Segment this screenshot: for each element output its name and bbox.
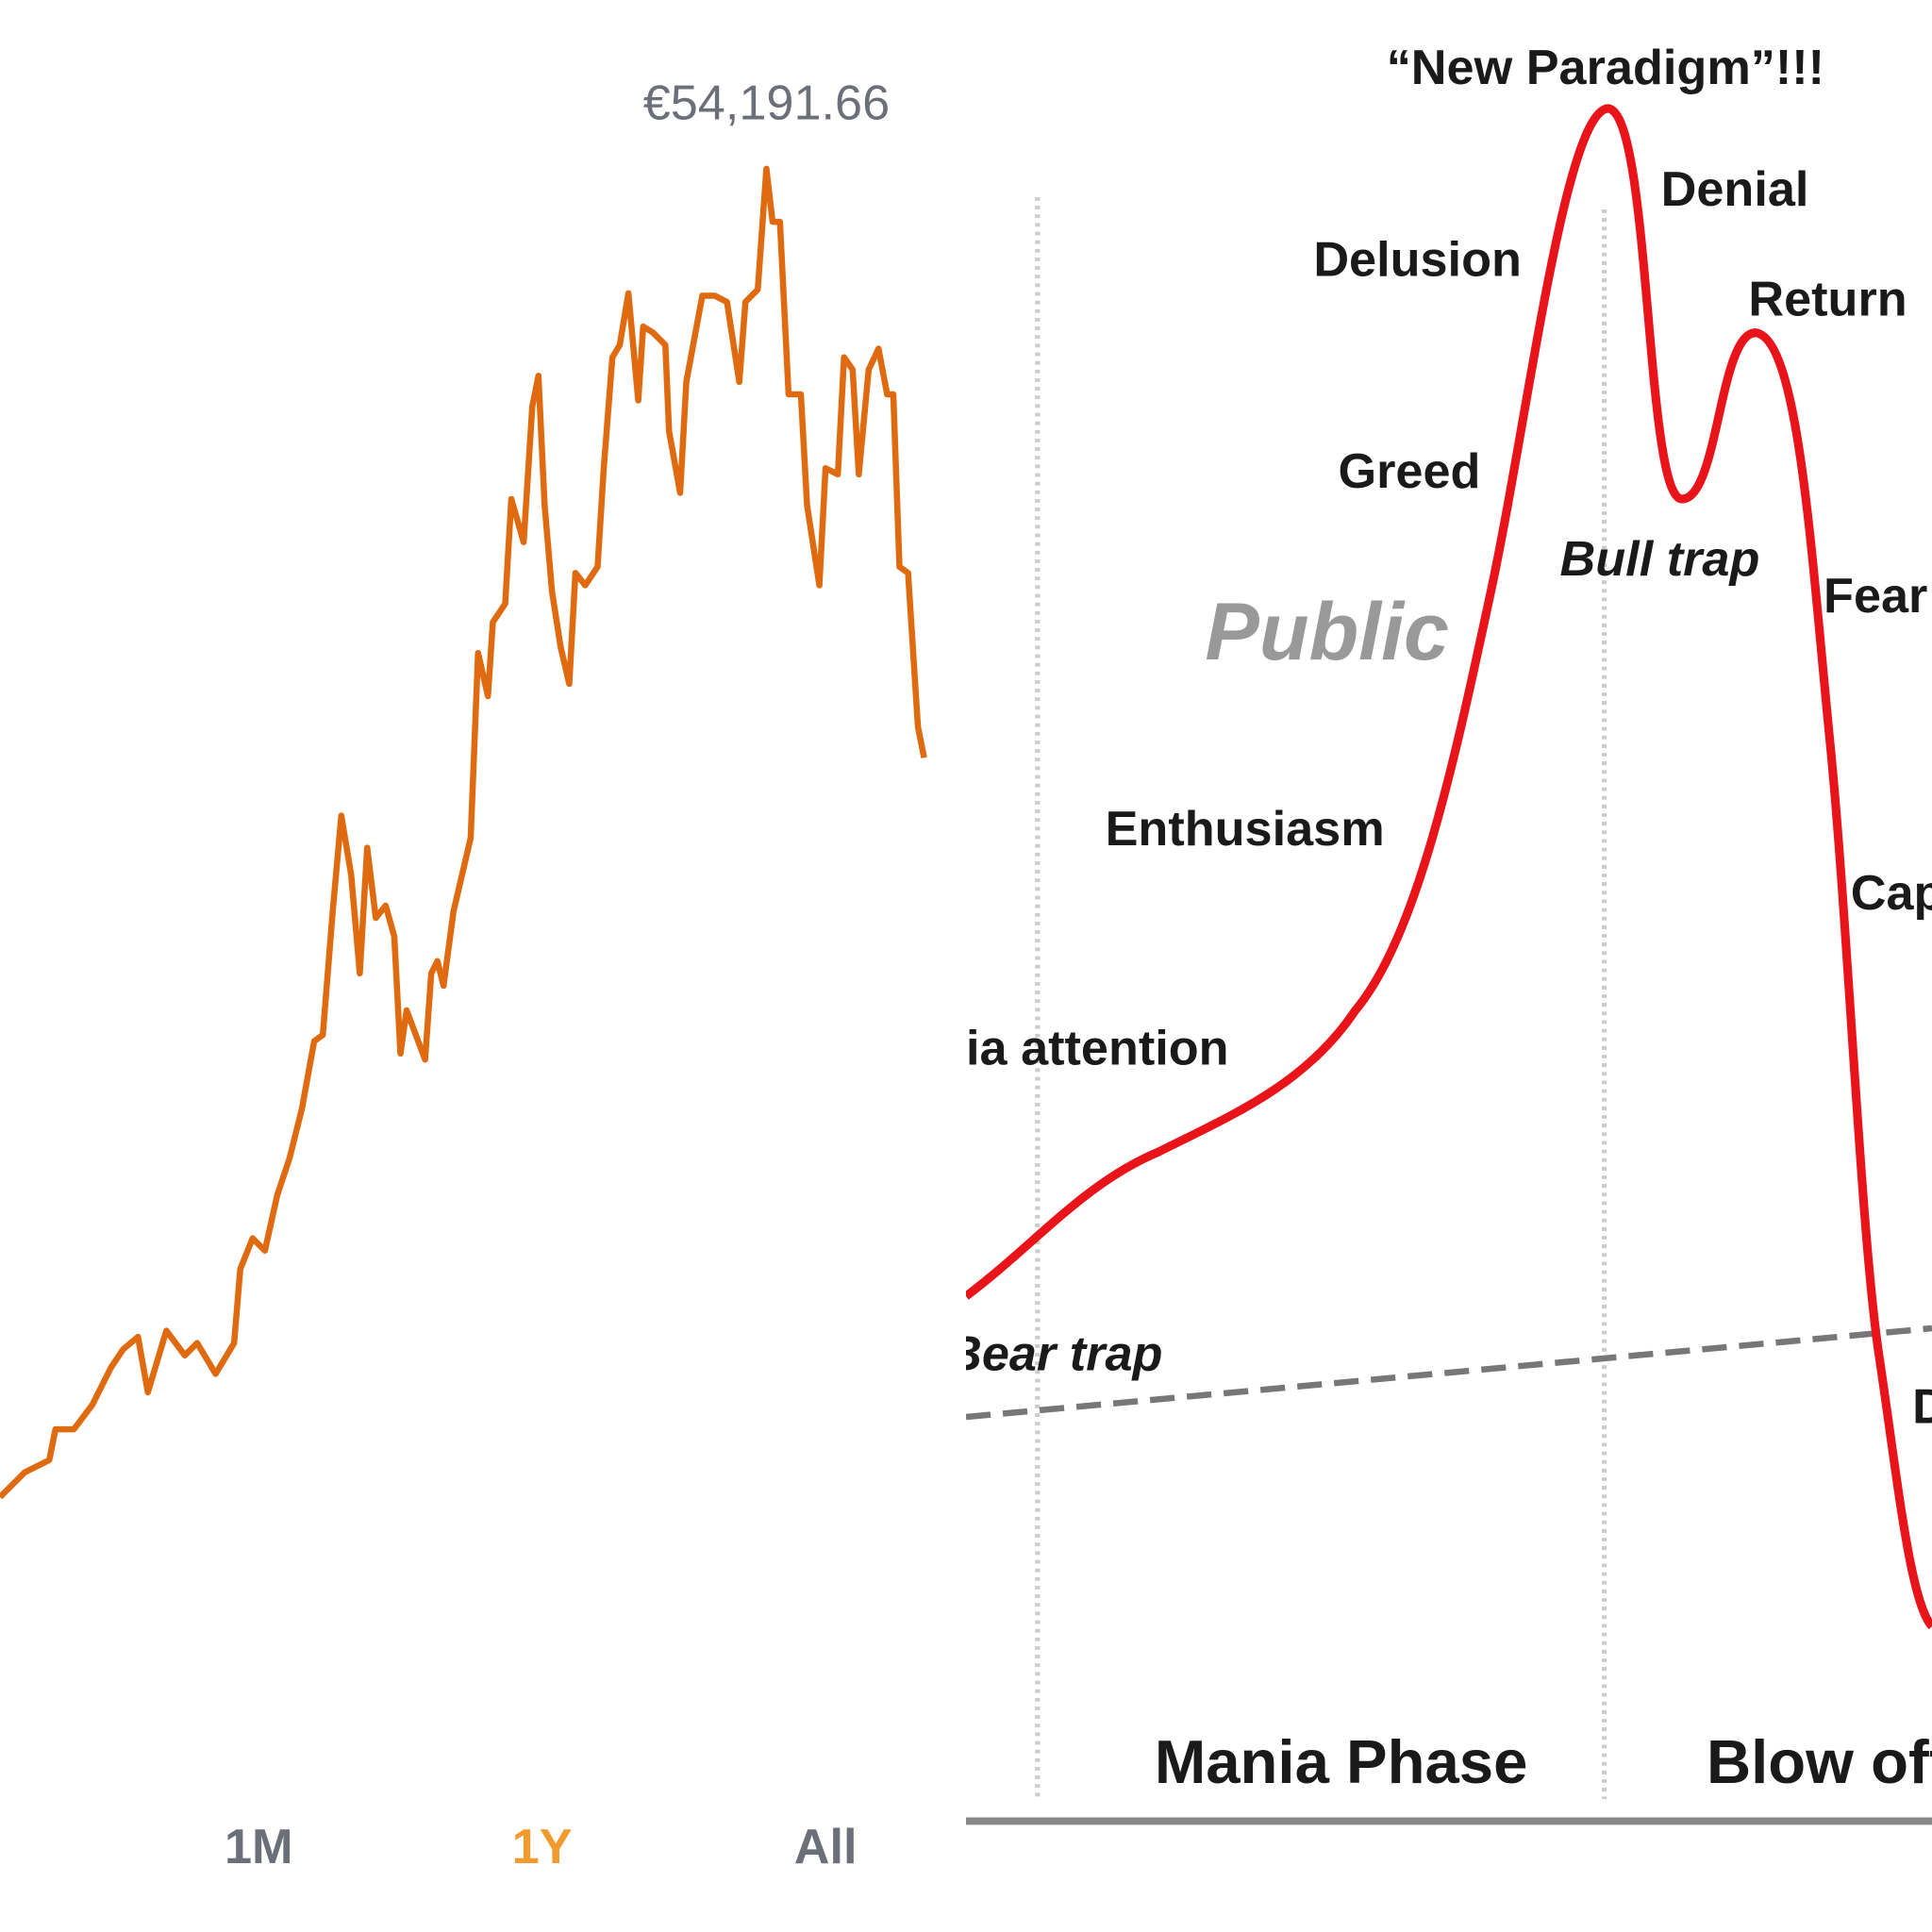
phase-label: Return (1748, 272, 1907, 326)
phase-label: ia attention (966, 1021, 1229, 1075)
timeframe-button[interactable]: 1Y (512, 1820, 573, 1874)
phase-label: Bull trap (1560, 532, 1760, 587)
phase-label: Bear trap (946, 1326, 1162, 1381)
phase-label: Cap (1851, 866, 1932, 921)
peak-price-label: €54,191.66 (643, 76, 890, 131)
phase-label: Public (1205, 587, 1449, 677)
phase-label: “New Paradigm”!!! (1387, 41, 1824, 95)
phase-label: Greed (1338, 444, 1480, 499)
price-chart: €54,191.66 1M 1Y All (0, 76, 927, 1874)
phase-title: Blow off (1707, 1727, 1932, 1796)
phase-label: D (1912, 1380, 1932, 1435)
bubble-curve (965, 104, 1932, 1630)
phase-label: Denial (1661, 162, 1809, 217)
bubble-diagram: “New Paradigm”!!! Denial Delusion Return… (946, 41, 1932, 1825)
phase-label: Fear (1824, 569, 1927, 624)
timeframe-button[interactable]: 1M (225, 1820, 293, 1874)
phase-title: Mania Phase (1155, 1727, 1528, 1796)
mean-line (965, 1324, 1932, 1421)
phase-label: Delusion (1313, 233, 1522, 288)
price-line (0, 165, 927, 1500)
timeframe-button[interactable]: All (794, 1820, 858, 1874)
phase-label: Enthusiasm (1106, 802, 1385, 857)
